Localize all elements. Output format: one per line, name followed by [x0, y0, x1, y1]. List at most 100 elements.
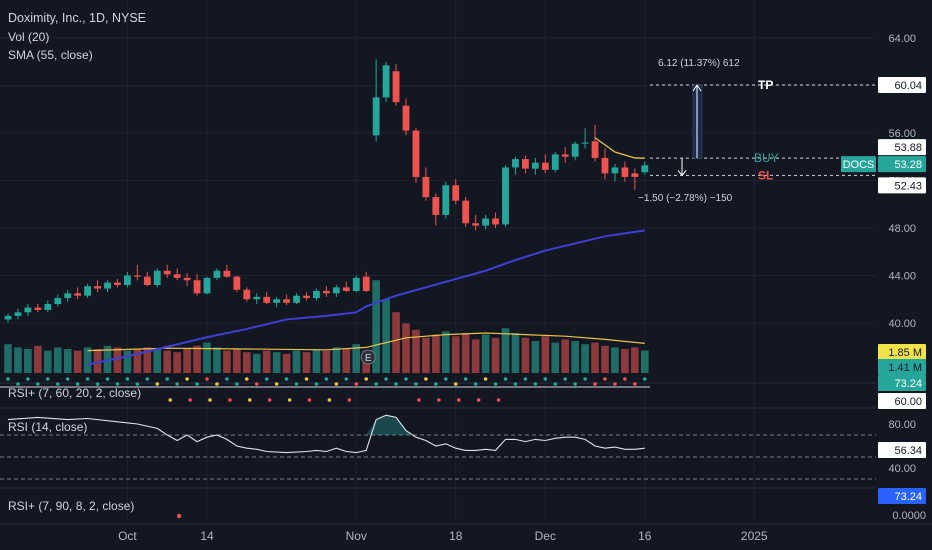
rsi-plus-2-value-tag-bg: [878, 488, 926, 504]
volume-bar: [113, 347, 122, 373]
rsi-plus-dot: [264, 377, 269, 381]
volume-bar: [282, 353, 291, 373]
rsi-plus-dot: [374, 382, 378, 386]
volume-bar: [322, 350, 331, 373]
rsi-plus-dot: [324, 377, 329, 381]
volume-bar: [571, 341, 579, 373]
candle-body: [631, 173, 639, 177]
candle: [263, 292, 271, 304]
candle: [193, 274, 201, 296]
rsi-plus-level-tag: 60.00: [894, 396, 922, 408]
earnings-marker: [360, 349, 376, 365]
time-tick-label: 14: [200, 529, 214, 543]
volume-bar: [123, 350, 132, 373]
rsi-plus-dot-low: [228, 398, 232, 402]
rsi-plus-dot: [384, 377, 388, 381]
symbol-title[interactable]: Doximity, Inc., 1D, NYSE: [8, 11, 146, 25]
symbol-badge: DOCS: [843, 159, 875, 171]
candle: [541, 154, 549, 174]
volume-bar: [243, 352, 251, 373]
candle: [452, 179, 460, 205]
rsi-plus-value-tag-bg: [878, 375, 926, 391]
candle-body: [64, 293, 72, 299]
candle-body: [193, 280, 201, 294]
rsi-plus-dot: [344, 377, 349, 381]
candle: [153, 268, 161, 288]
volume-bar: [203, 342, 211, 373]
candle: [143, 271, 151, 287]
rsi-plus-dot-low: [248, 398, 252, 402]
candle-body: [4, 315, 12, 320]
candle-body: [611, 167, 619, 174]
candle-body: [362, 276, 370, 291]
candle-body: [382, 65, 390, 98]
candle-body: [133, 275, 141, 277]
buy-label: BUY: [754, 151, 779, 165]
rsi-plus-dot-low: [327, 398, 332, 402]
candle-body: [124, 275, 131, 285]
rsi-plus-dot: [483, 377, 488, 381]
trade-tool[interactable]: 6.12 (11.37%) 612 −1.50 (−2.78%) −150 TP BU…: [638, 58, 876, 204]
sma-line: [87, 229, 645, 366]
volume-ma-tag-bg: [878, 344, 926, 360]
rsi-plus-dot: [543, 377, 548, 381]
candle: [163, 264, 171, 278]
volume-bar: [233, 349, 241, 373]
rsi-plus-dot: [26, 377, 30, 381]
candle-body: [531, 162, 539, 169]
candle: [412, 128, 420, 183]
sl-arrow-head: [677, 170, 687, 177]
candle: [641, 161, 649, 175]
candle-body: [541, 162, 549, 170]
candle: [402, 98, 410, 136]
rsi-plus-dot-low: [287, 398, 292, 402]
rsi-plus-dot: [493, 382, 498, 386]
price-tick-label: 40.00: [888, 318, 916, 330]
volume-bar: [491, 337, 500, 373]
volume-bar: [4, 344, 12, 373]
candle-body: [372, 97, 380, 136]
sma-55-line: [87, 229, 645, 366]
rsi-pane-label[interactable]: RSI (14, close): [8, 420, 88, 434]
time-tick-label: 18: [449, 529, 463, 543]
rsi-plus-pane-label[interactable]: RSI+ (7, 60, 20, 2, close): [8, 386, 142, 400]
volume-bar: [352, 344, 361, 373]
candle-body: [253, 296, 261, 300]
candle: [183, 273, 191, 287]
short-ma-line: [594, 137, 645, 159]
candle-body: [183, 277, 191, 281]
rsi-plus-pane-2-label[interactable]: RSI+ (7, 90, 8, 2, close): [8, 499, 135, 513]
candle-body: [502, 167, 509, 225]
candle-body: [273, 299, 281, 303]
volume-bar: [252, 353, 261, 373]
price-axis[interactable]: 64.0060.0056.0052.0048.0044.0040.0060.04…: [841, 0, 932, 550]
rsi-plus-dot-low: [168, 398, 172, 402]
volume-bar: [262, 350, 271, 373]
candle-body: [323, 290, 330, 294]
volume-bar: [24, 349, 32, 373]
candle: [551, 152, 559, 173]
volume-indicator-label[interactable]: Vol (20): [8, 30, 50, 44]
sma-indicator-label[interactable]: SMA (55, close): [8, 48, 93, 62]
candlesticks[interactable]: [4, 59, 649, 323]
candle-body: [293, 295, 300, 303]
price-tick-label: 64.00: [888, 33, 916, 45]
candle: [512, 156, 519, 175]
volume-bar: [73, 350, 82, 373]
time-axis[interactable]: Oct 14 Nov 18 Dec 16 2025: [0, 523, 932, 550]
candle-body: [143, 276, 151, 285]
candle: [313, 288, 320, 301]
tp-price-tag-bg: [878, 77, 926, 94]
candle-body: [352, 277, 360, 291]
candle: [372, 59, 380, 142]
volume-bar: [551, 342, 560, 373]
rsi-pane: [0, 414, 876, 480]
candle: [531, 157, 539, 175]
rsi-plus-dot: [284, 377, 289, 381]
trade-profit-label: 6.12 (11.37%) 612: [658, 58, 740, 69]
candle-body: [442, 185, 450, 215]
rsi-plus-dot: [513, 382, 518, 386]
candle-body: [402, 105, 410, 131]
rsi-value-tag-bg: [878, 442, 926, 458]
